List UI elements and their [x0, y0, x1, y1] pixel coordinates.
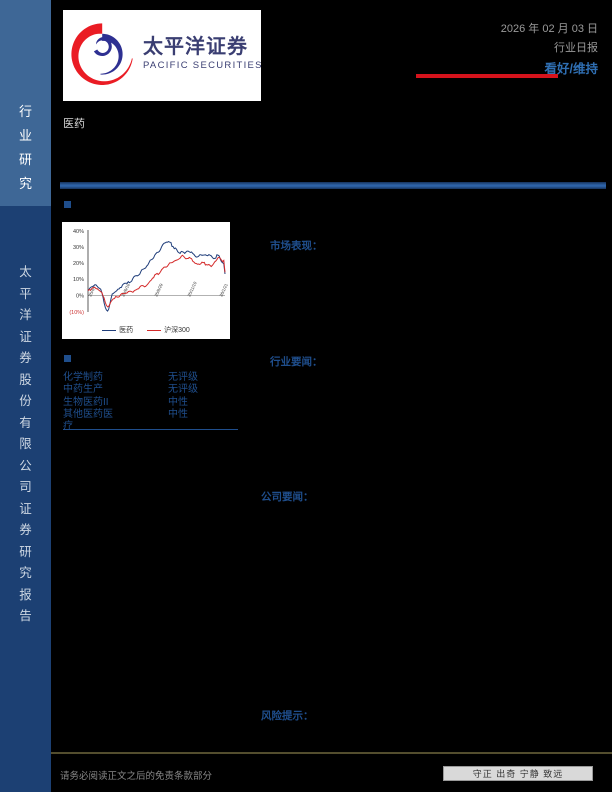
svg-text:25/6/18: 25/6/18	[120, 282, 131, 297]
svg-text:40%: 40%	[73, 229, 84, 235]
svg-text:30%: 30%	[73, 245, 84, 251]
svg-text:20%: 20%	[73, 261, 84, 267]
svg-text:25/11/10: 25/11/10	[186, 280, 198, 297]
svg-text:25/8/29: 25/8/29	[153, 282, 164, 297]
svg-text:26/1/21: 26/1/21	[218, 282, 229, 297]
svg-text:(10%): (10%)	[69, 310, 84, 316]
svg-text:10%: 10%	[73, 277, 84, 283]
svg-text:0%: 0%	[76, 294, 84, 300]
